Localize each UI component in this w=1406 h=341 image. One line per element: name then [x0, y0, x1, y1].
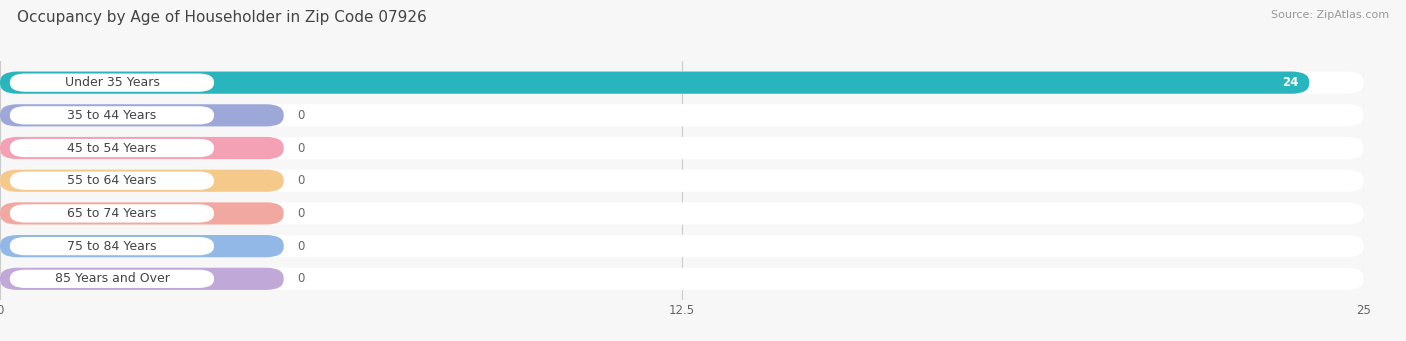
Text: 85 Years and Over: 85 Years and Over [55, 272, 169, 285]
Text: 0: 0 [297, 240, 305, 253]
FancyBboxPatch shape [0, 169, 1364, 192]
FancyBboxPatch shape [0, 268, 284, 290]
Text: 0: 0 [297, 174, 305, 187]
FancyBboxPatch shape [0, 72, 1364, 94]
Text: 0: 0 [297, 142, 305, 154]
Text: Occupancy by Age of Householder in Zip Code 07926: Occupancy by Age of Householder in Zip C… [17, 10, 426, 25]
FancyBboxPatch shape [10, 204, 214, 223]
FancyBboxPatch shape [0, 169, 284, 192]
FancyBboxPatch shape [0, 72, 1309, 94]
FancyBboxPatch shape [0, 268, 1364, 290]
Text: 45 to 54 Years: 45 to 54 Years [67, 142, 156, 154]
Text: Source: ZipAtlas.com: Source: ZipAtlas.com [1271, 10, 1389, 20]
FancyBboxPatch shape [10, 237, 214, 255]
Text: 55 to 64 Years: 55 to 64 Years [67, 174, 156, 187]
Text: 35 to 44 Years: 35 to 44 Years [67, 109, 156, 122]
FancyBboxPatch shape [0, 202, 1364, 224]
Text: Under 35 Years: Under 35 Years [65, 76, 159, 89]
FancyBboxPatch shape [10, 106, 214, 124]
FancyBboxPatch shape [10, 74, 214, 92]
FancyBboxPatch shape [0, 137, 284, 159]
Text: 65 to 74 Years: 65 to 74 Years [67, 207, 156, 220]
FancyBboxPatch shape [0, 104, 1364, 127]
FancyBboxPatch shape [0, 137, 1364, 159]
Text: 75 to 84 Years: 75 to 84 Years [67, 240, 156, 253]
FancyBboxPatch shape [0, 235, 284, 257]
FancyBboxPatch shape [10, 270, 214, 288]
Text: 0: 0 [297, 109, 305, 122]
FancyBboxPatch shape [10, 139, 214, 157]
FancyBboxPatch shape [0, 202, 284, 224]
Text: 0: 0 [297, 272, 305, 285]
FancyBboxPatch shape [0, 235, 1364, 257]
FancyBboxPatch shape [10, 172, 214, 190]
FancyBboxPatch shape [0, 104, 284, 127]
Text: 24: 24 [1282, 76, 1298, 89]
Text: 0: 0 [297, 207, 305, 220]
